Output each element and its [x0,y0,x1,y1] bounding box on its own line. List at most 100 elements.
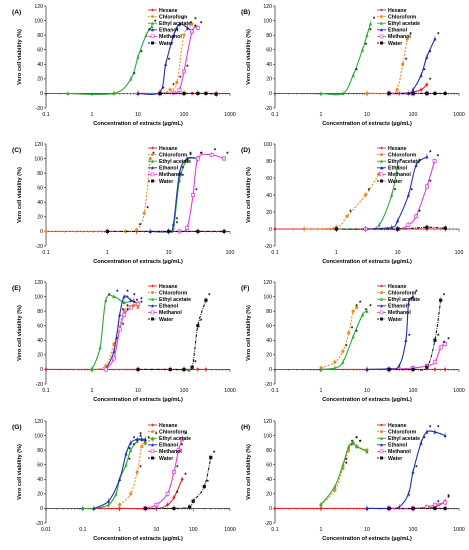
legend-entry-hexane: Hexane [148,284,178,290]
significance-star: * [172,83,175,89]
series-line [46,158,151,233]
significance-star: * [194,25,197,31]
y-tick-label: 120 [263,4,272,10]
legend-label: Methanol [388,449,411,455]
significance-star: * [140,297,143,303]
legend-entry-chloroform: Chloroform [377,290,417,296]
legend-entry-ethyl-acetate: Ethyl acetate [377,436,420,442]
legend-entry-methanol: Methanol [377,34,411,40]
legend-entry-chloroform: Chloroform [148,14,188,20]
series-chloroform: ** [365,32,412,97]
series-methanol: **** [103,297,143,373]
significance-star: * [184,433,187,439]
legend-entry-ethyl-acetate: Ethyl acetate [148,159,191,165]
y-tick-label: 20 [37,492,43,498]
x-tick-label: 100 [409,112,418,118]
legend-marker [151,8,154,12]
legend-label: Chloroform [388,152,417,158]
y-tick-label: 0 [269,506,272,512]
legend-entry-chloroform: Chloroform [377,14,417,20]
significance-star: * [126,305,129,311]
legend-marker [150,172,155,177]
x-tick-label: 1 [320,112,323,118]
significance-star: * [418,159,421,165]
legend-label: Ethanol [159,304,179,310]
y-axis-title: Vero cell viability (%) [17,305,23,361]
significance-star: * [345,462,348,468]
legend-label: Ethanol [159,166,179,172]
legend-label: Hexane [388,284,407,290]
legend-label: Ethyl acetate [388,436,420,442]
legend-entry-hexane: Hexane [377,146,407,152]
legend-entry-water: Water [148,456,173,462]
legend-marker [380,179,383,183]
series-ethyl-acetate: **** [319,436,369,508]
x-tick-label: 1000 [224,112,236,118]
legend-entry-ethanol: Ethanol [148,304,179,310]
significance-star: * [369,305,372,311]
legend-label: Ethanol [388,304,408,310]
series-chloroform: * * * [302,167,384,232]
panel-label: (E) [12,285,21,292]
significance-star: * [186,29,189,35]
y-tick-label: 0 [269,227,272,233]
significance-star: * [128,447,131,453]
legend-entry-methanol: Methanol [148,310,182,316]
significance-star: * [423,436,426,442]
y-tick-label: 60 [37,463,43,469]
legend-entry-methanol: Methanol [148,172,182,178]
legend-entry-hexane: Hexane [377,284,407,290]
significance-star: * [351,327,354,333]
legend-marker [380,317,383,321]
legend-marker [379,449,384,454]
x-tick-label: 1000 [453,388,465,394]
x-tick-label: 1 [106,250,109,256]
significance-star: * [359,440,362,446]
legend-label: Methanol [159,172,182,178]
panel-label: (F) [241,285,249,292]
significance-star: * [140,301,143,307]
y-tick-label: 20 [266,353,272,359]
significance-star: * [116,290,119,296]
legend-entry-water: Water [377,41,402,47]
significance-star: * [133,444,136,450]
series-line [365,156,428,230]
legend-label: Chloroform [388,14,417,20]
x-tick-label: 0.1 [271,388,278,394]
y-tick-label: 100 [34,433,43,439]
legend-label: Ethyl acetate [388,297,420,303]
legend-marker [380,166,383,170]
legend-entry-chloroform: Chloroform [377,429,417,435]
y-tick-label: 0 [40,367,43,373]
y-tick-label: 40 [37,200,43,206]
legend-marker [151,297,154,301]
legend-entry-water: Water [377,317,402,323]
y-tick-label: 120 [34,280,43,286]
x-axis-title: Concentration of extracts (µg/mL) [322,536,412,542]
significance-star: * [179,76,182,82]
series-line [304,173,380,230]
series-ethanol: *** [92,433,147,512]
panel-e: (E) -20 0 20 40 60 80 100 120 0.1 1 10 100 1000 Concen… [12,280,236,403]
significance-star: * [359,440,362,446]
series-water [387,505,447,512]
significance-star: * [182,174,185,180]
significance-star: * [365,43,368,49]
x-tick-label: 0.1 [42,112,49,118]
legend-marker [150,310,155,315]
legend-label: Hexane [159,8,178,14]
significance-star: * [139,435,142,441]
y-tick-label: 80 [37,33,43,39]
legend-label: Methanol [159,449,182,455]
legend-marker [151,317,154,321]
legend-entry-hexane: Hexane [377,423,407,429]
y-tick-label: 100 [34,18,43,24]
legend-entry-methanol: Methanol [377,172,411,178]
significance-star: * [208,294,211,300]
legend-marker [380,284,383,288]
legend-label: Hexane [388,423,407,429]
legend-label: Hexane [159,423,178,429]
legend-marker [379,172,384,177]
series-methanol: **** [177,148,229,235]
significance-star: * [181,444,184,450]
